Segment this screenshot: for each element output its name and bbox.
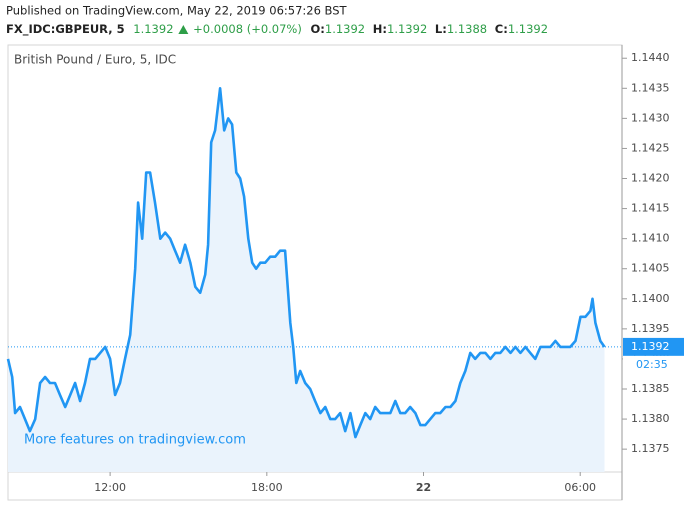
ohlc-value: 1.1388 bbox=[447, 22, 487, 36]
plot bbox=[6, 87, 606, 473]
ohlc-value: 1.1392 bbox=[508, 22, 548, 36]
ohlc-label: C: bbox=[495, 22, 508, 36]
y-tick-label: 1.1385 bbox=[631, 382, 670, 395]
x-tick-label: 18:00 bbox=[251, 481, 283, 494]
y-tick-label: 1.1410 bbox=[631, 232, 670, 245]
y-tick-label: 1.1420 bbox=[631, 172, 670, 185]
symbol-line: FX_IDC:GBPEUR, 5 1.1392 +0.0008 (+0.07%)… bbox=[6, 22, 548, 37]
y-tick-label: 1.1375 bbox=[631, 442, 670, 455]
x-tick-label: 22 bbox=[416, 481, 431, 494]
countdown-tag bbox=[623, 355, 684, 373]
ohlc-value: 1.1392 bbox=[387, 22, 427, 36]
ohlc-value: 1.1392 bbox=[325, 22, 365, 36]
symbol: FX_IDC:GBPEUR, 5 bbox=[6, 22, 125, 37]
y-tick-label: 1.1405 bbox=[631, 262, 670, 275]
y-tick-label: 1.1415 bbox=[631, 202, 670, 215]
y-tick-label: 1.1440 bbox=[631, 51, 670, 64]
y-tick-label: 1.1430 bbox=[631, 111, 670, 124]
y-tick-label: 1.1380 bbox=[631, 412, 670, 425]
y-tick-label: 1.1395 bbox=[631, 322, 670, 335]
x-tick-label: 06:00 bbox=[564, 481, 596, 494]
up-arrow bbox=[178, 25, 189, 34]
price-tag bbox=[623, 337, 684, 356]
y-tick-label: 1.1425 bbox=[631, 141, 670, 154]
ohlc-label: H: bbox=[373, 22, 387, 36]
chart-title: British Pound / Euro, 5, IDC bbox=[14, 53, 176, 67]
area bbox=[8, 88, 605, 473]
price-line bbox=[6, 87, 606, 439]
last-price: 1.1392 bbox=[133, 22, 173, 36]
change: +0.0008 (+0.07%) bbox=[193, 22, 302, 36]
countdown: 02:35 bbox=[636, 358, 668, 371]
price-tag-label: 1.1392 bbox=[631, 340, 670, 353]
y-tick-label: 1.1400 bbox=[631, 292, 670, 305]
x-tick-label: 12:00 bbox=[94, 481, 126, 494]
watermark[interactable]: More features on tradingview.com bbox=[24, 433, 246, 448]
published-note: Published on TradingView.com, May 22, 20… bbox=[6, 4, 348, 18]
y-tick-label: 1.1435 bbox=[631, 81, 670, 94]
ohlc-label: O: bbox=[311, 22, 325, 36]
ohlc-label: L: bbox=[435, 22, 447, 36]
